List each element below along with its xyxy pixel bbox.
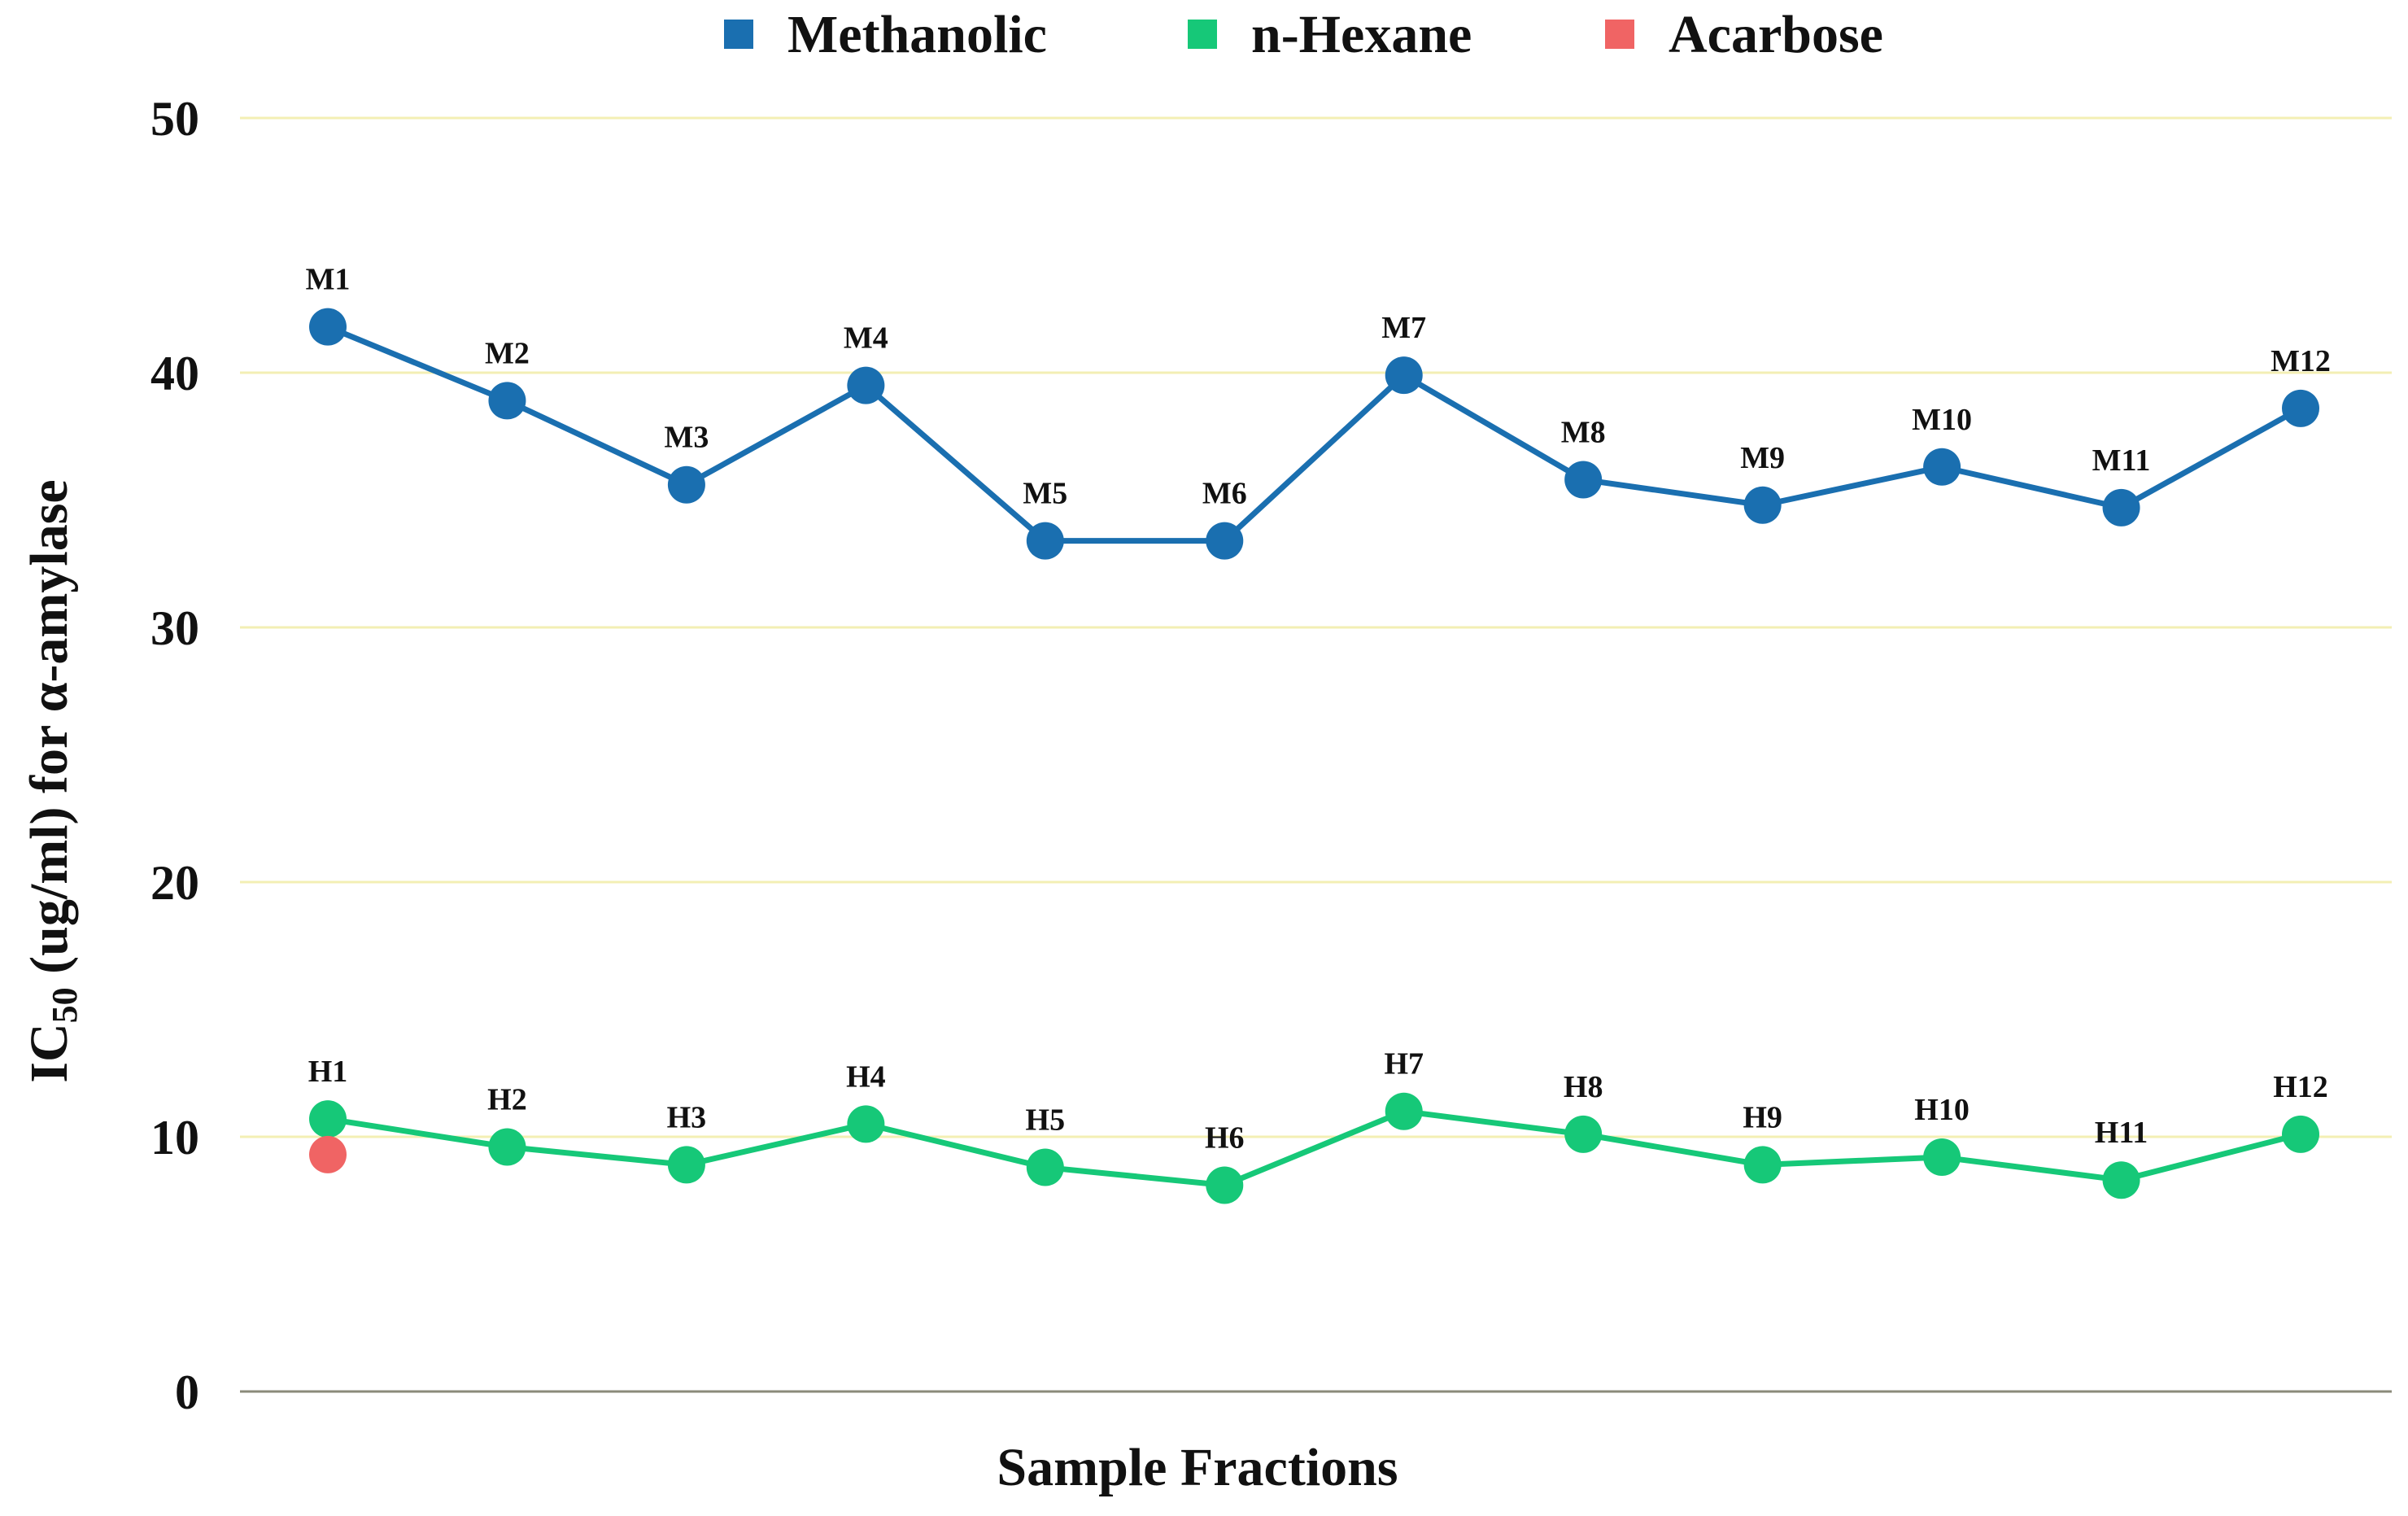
data-label: H6 xyxy=(1205,1121,1245,1155)
series-n-hexane: H1 H2 H3 H4 H5 H6 H7 H8 H9 H10 H11 H12 xyxy=(308,1047,2328,1204)
data-label: M8 xyxy=(1561,415,1606,449)
legend-label: Acarbose xyxy=(1669,5,1883,64)
data-point xyxy=(1564,461,1603,499)
data-point xyxy=(1026,1148,1064,1186)
data-label: M12 xyxy=(2271,344,2331,378)
data-label: H9 xyxy=(1743,1100,1782,1134)
data-point xyxy=(667,465,705,504)
data-point xyxy=(2102,488,2140,526)
y-tick-label: 40 xyxy=(150,347,199,400)
data-label: M10 xyxy=(1912,403,1972,437)
legend: Methanolic n-Hexane Acarbose xyxy=(724,5,1883,64)
data-label: H1 xyxy=(308,1055,348,1089)
data-point xyxy=(1385,1092,1423,1130)
series-line xyxy=(326,324,2302,544)
data-label: H7 xyxy=(1384,1047,1424,1081)
data-point xyxy=(847,1105,885,1143)
legend-swatch xyxy=(1188,20,1217,49)
data-label: M7 xyxy=(1381,311,1426,345)
legend-swatch xyxy=(724,20,753,49)
y-tick-label: 10 xyxy=(150,1111,199,1164)
data-label: H2 xyxy=(487,1083,527,1117)
data-point xyxy=(488,382,526,420)
y-axis-title-suffix: (ug/ml) for α-amylase xyxy=(20,479,79,987)
legend-label: n-Hexane xyxy=(1251,5,1472,64)
legend-item: Acarbose xyxy=(1605,5,1883,64)
grid xyxy=(240,116,2392,1138)
data-label: H3 xyxy=(667,1100,707,1134)
data-point xyxy=(1564,1115,1603,1153)
data-point xyxy=(1385,356,1423,395)
data-label: H4 xyxy=(846,1059,886,1094)
data-point xyxy=(667,1146,705,1184)
data-point xyxy=(847,366,885,404)
legend-item: Methanolic xyxy=(724,5,1047,64)
data-point xyxy=(1026,522,1064,560)
y-tick-label: 30 xyxy=(150,601,199,655)
data-label: M5 xyxy=(1023,477,1067,511)
data-point xyxy=(1206,522,1244,560)
data-point xyxy=(488,1128,526,1166)
data-label: M9 xyxy=(1740,441,1785,475)
data-label: H11 xyxy=(2095,1116,2148,1150)
data-label: H10 xyxy=(1914,1093,1970,1127)
y-axis-ticks: 0 10 20 30 40 50 xyxy=(150,92,199,1419)
y-axis-title-prefix: IC xyxy=(20,1023,79,1082)
data-label: M11 xyxy=(2092,443,2151,478)
legend-label: Methanolic xyxy=(787,5,1047,64)
data-point xyxy=(1743,486,1782,524)
data-label: M4 xyxy=(844,321,888,356)
series-methanolic: M1 M2 M3 M4 M5 M6 M7 M8 M9 M10 M11 M12 xyxy=(306,263,2331,560)
y-tick-label: 50 xyxy=(150,92,199,146)
series-line xyxy=(327,1108,2301,1188)
data-point xyxy=(1923,448,1961,486)
data-point xyxy=(2282,1115,2319,1153)
data-point xyxy=(309,308,347,346)
legend-swatch xyxy=(1605,20,1634,49)
legend-item: n-Hexane xyxy=(1188,5,1472,64)
y-axis-title-subscript: 50 xyxy=(45,987,85,1023)
series-acarbose xyxy=(309,1135,347,1173)
data-point xyxy=(309,1135,347,1173)
data-label: H5 xyxy=(1026,1103,1066,1138)
data-point xyxy=(2282,389,2319,427)
y-tick-label: 0 xyxy=(175,1365,199,1419)
data-label: M1 xyxy=(306,263,351,297)
data-point xyxy=(2102,1161,2140,1199)
x-axis-title: Sample Fractions xyxy=(997,1438,1398,1497)
data-label: H8 xyxy=(1564,1070,1603,1104)
y-tick-label: 20 xyxy=(150,856,199,910)
data-point xyxy=(1743,1146,1782,1184)
data-label: M2 xyxy=(485,336,530,370)
y-axis-title: IC50 (ug/ml) for α-amylase xyxy=(20,479,85,1082)
data-label: H12 xyxy=(2273,1070,2328,1104)
data-point xyxy=(309,1100,347,1138)
data-point xyxy=(1923,1138,1961,1177)
data-label: M6 xyxy=(1202,477,1247,511)
data-point xyxy=(1206,1166,1244,1204)
data-label: M3 xyxy=(664,421,709,455)
